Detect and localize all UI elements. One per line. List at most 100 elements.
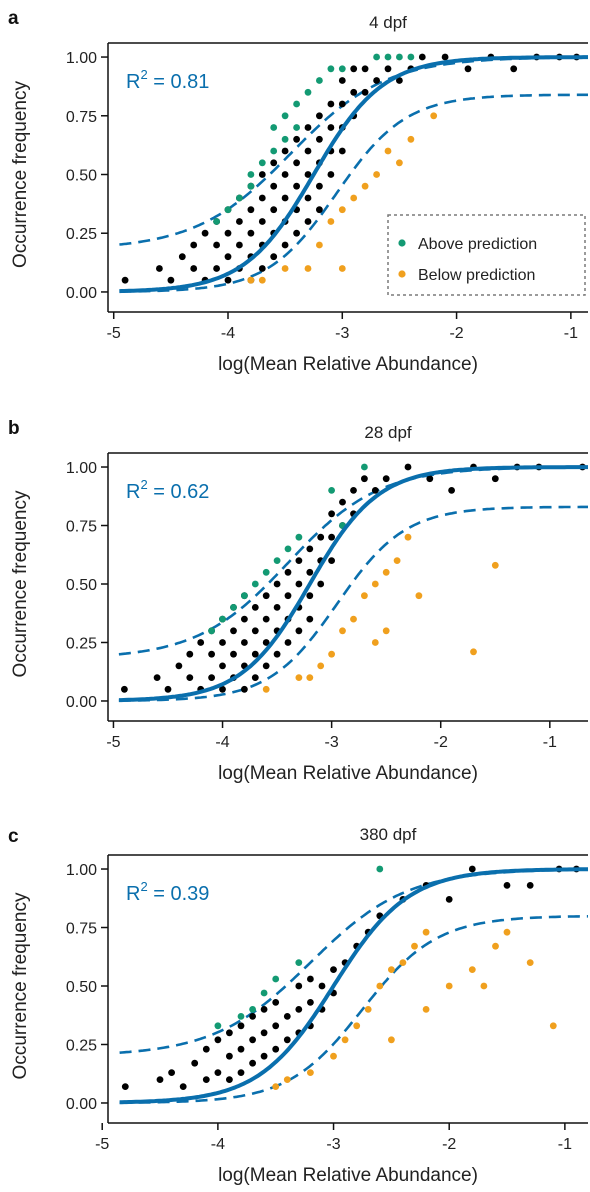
point-neutral xyxy=(328,510,335,518)
x-tick-label: -4 xyxy=(215,734,229,751)
chart-title: 380 dpf xyxy=(360,825,417,844)
point-above xyxy=(247,171,255,178)
point-neutral xyxy=(526,882,534,889)
point-neutral xyxy=(503,882,511,889)
x-tick-label: -2 xyxy=(449,325,463,342)
point-neutral xyxy=(249,1013,256,1020)
point-neutral xyxy=(249,1036,256,1044)
point-neutral xyxy=(179,1083,187,1090)
point-neutral xyxy=(272,999,280,1006)
point-neutral xyxy=(178,253,186,261)
point-above xyxy=(270,147,278,155)
point-neutral xyxy=(304,218,312,225)
point-neutral xyxy=(361,65,369,73)
point-neutral xyxy=(304,194,312,202)
y-tick-label: 0.50 xyxy=(66,979,97,996)
point-above xyxy=(214,1022,222,1030)
y-axis-label: Occurrence frequency xyxy=(10,490,31,677)
point-neutral xyxy=(262,639,270,646)
point-neutral xyxy=(338,77,346,84)
point-below xyxy=(480,982,488,990)
r2-base: R xyxy=(126,481,140,503)
point-neutral xyxy=(156,265,163,272)
legend-marker-above xyxy=(398,239,406,247)
x-tick-label: -3 xyxy=(325,734,339,751)
x-axis-label: log(Mean Relative Abundance) xyxy=(218,1165,478,1186)
point-above xyxy=(295,533,303,541)
point-below xyxy=(388,1036,395,1044)
point-neutral xyxy=(213,265,221,272)
point-above xyxy=(361,463,368,471)
point-neutral xyxy=(224,276,232,284)
lower-confidence-line xyxy=(119,915,588,1104)
y-tick-label: 0.50 xyxy=(66,168,97,185)
point-neutral xyxy=(237,1069,245,1076)
point-above xyxy=(236,194,243,202)
r2-annotation: R2 = 0.39 xyxy=(126,879,209,905)
panel-letter: b xyxy=(8,418,20,439)
point-neutral xyxy=(214,1069,222,1076)
point-neutral xyxy=(441,53,449,61)
point-below xyxy=(307,1069,314,1076)
legend-marker-below xyxy=(398,270,406,278)
point-neutral xyxy=(396,77,403,84)
point-above xyxy=(270,124,278,131)
point-below xyxy=(491,561,499,569)
point-neutral xyxy=(306,568,314,576)
y-tick-label: 0.75 xyxy=(66,921,97,938)
point-neutral xyxy=(226,1076,233,1083)
point-neutral xyxy=(208,674,216,681)
point-neutral xyxy=(295,1006,303,1013)
point-neutral xyxy=(241,615,248,623)
point-neutral xyxy=(491,475,499,483)
point-above xyxy=(224,206,232,214)
point-neutral xyxy=(262,662,270,670)
point-neutral xyxy=(167,276,175,284)
point-below xyxy=(468,966,476,973)
point-neutral xyxy=(236,241,243,249)
point-above xyxy=(376,865,384,873)
y-tick-label: 0.50 xyxy=(66,577,97,594)
point-neutral xyxy=(281,241,289,249)
x-tick-label: -5 xyxy=(106,734,120,751)
point-neutral xyxy=(293,135,300,143)
point-neutral xyxy=(316,206,323,214)
point-above xyxy=(260,989,268,997)
y-tick-label: 0.00 xyxy=(66,285,97,302)
point-neutral xyxy=(213,241,221,249)
point-below xyxy=(306,674,314,681)
point-neutral xyxy=(317,580,325,588)
point-below xyxy=(371,580,379,588)
point-below xyxy=(396,159,403,167)
x-axis-label: log(Mean Relative Abundance) xyxy=(218,763,478,784)
point-neutral xyxy=(361,475,368,483)
point-above xyxy=(293,124,300,131)
point-neutral xyxy=(306,592,314,600)
y-tick-label: 0.25 xyxy=(66,635,97,652)
point-below xyxy=(382,568,390,576)
point-below xyxy=(341,1036,349,1044)
point-below xyxy=(317,662,325,670)
lower-confidence-line xyxy=(118,505,588,702)
point-neutral xyxy=(316,135,323,143)
point-neutral xyxy=(306,615,314,623)
point-below xyxy=(422,1006,430,1013)
point-neutral xyxy=(258,218,266,225)
point-below xyxy=(399,959,407,966)
point-neutral xyxy=(338,100,346,108)
point-neutral xyxy=(468,865,476,873)
point-below xyxy=(371,639,379,646)
point-neutral xyxy=(327,124,335,131)
point-neutral xyxy=(219,639,226,646)
point-neutral xyxy=(224,253,232,261)
lower-confidence-line xyxy=(119,93,588,293)
point-neutral xyxy=(201,229,209,237)
r2-value: = 0.81 xyxy=(148,71,210,93)
point-neutral xyxy=(295,627,303,635)
point-above xyxy=(262,568,270,576)
point-neutral xyxy=(316,112,323,120)
point-above xyxy=(293,100,300,108)
point-below xyxy=(503,928,511,936)
point-below xyxy=(549,1022,557,1030)
point-above xyxy=(396,53,403,61)
